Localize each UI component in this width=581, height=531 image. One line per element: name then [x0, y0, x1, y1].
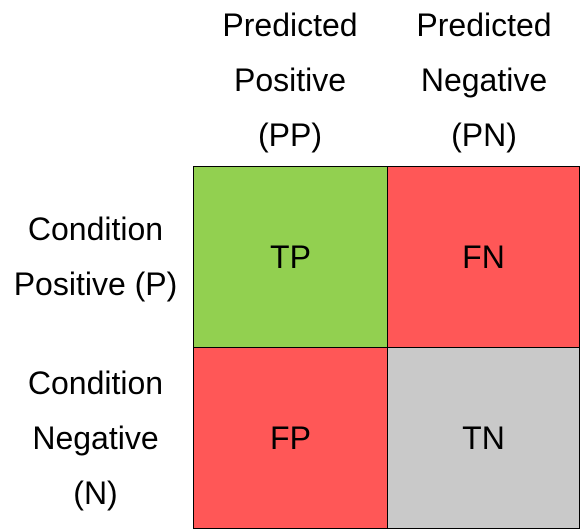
row-header-line: Condition [27, 210, 164, 247]
row-header-line: (N) [73, 474, 118, 511]
confusion-matrix: TP FN FP TN [193, 166, 580, 529]
row-header-line: Positive (P) [13, 265, 178, 302]
column-header-predicted-positive: Predicted Positive (PP) [193, 0, 387, 160]
row-header-condition-negative: Condition Negative (N) [0, 347, 191, 529]
column-header-line: Predicted [416, 6, 552, 43]
column-header-line: Positive [233, 61, 347, 98]
cell-label: TP [270, 238, 311, 275]
cell-false-positive: FP [193, 347, 387, 529]
row-header-line: Negative [32, 419, 159, 456]
cell-label: TN [462, 419, 505, 456]
cell-label: FP [270, 419, 311, 456]
column-header-line: Predicted [222, 6, 358, 43]
row-header-line: Condition [27, 364, 164, 401]
column-header-line: (PP) [258, 116, 322, 153]
cell-true-positive: TP [193, 166, 387, 347]
column-header-predicted-negative: Predicted Negative (PN) [387, 0, 581, 160]
cell-true-negative: TN [387, 347, 580, 529]
cell-label: FN [462, 238, 505, 275]
column-header-line: (PN) [451, 116, 517, 153]
column-header-line: Negative [420, 61, 548, 98]
row-header-condition-positive: Condition Positive (P) [0, 166, 191, 347]
cell-false-negative: FN [387, 166, 580, 347]
